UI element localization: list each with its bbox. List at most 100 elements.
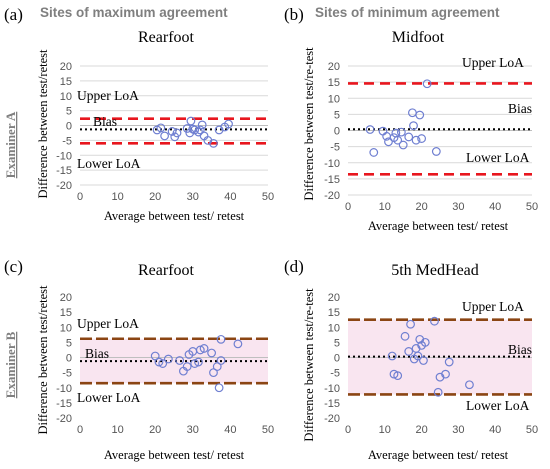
x-tick-label: 30 (452, 201, 464, 213)
plot-area: -20 -15 -10 -5 0 5 10 15 20 0 10 20 30 40 50 (56, 292, 274, 436)
y-tick-label: 20 (60, 61, 72, 73)
data-point (431, 147, 441, 156)
y-tick-label: 20 (328, 61, 340, 73)
x-tick-label: 30 (187, 424, 199, 436)
y-tick-label: 5 (66, 337, 72, 349)
lower-loa-label: Lower LoA (77, 390, 141, 405)
data-point (224, 119, 233, 129)
y-tick-label: 5 (334, 337, 340, 349)
y-tick-label: -10 (56, 383, 72, 395)
data-point (422, 79, 432, 89)
data-point (186, 116, 196, 126)
panel-title: Rearfoot (138, 29, 195, 46)
upper-loa-label: Upper LoA (462, 55, 524, 70)
y-tick-label: -20 (324, 190, 340, 202)
bias-label: Bias (93, 114, 117, 129)
data-point (160, 131, 170, 141)
data-point (209, 138, 218, 148)
panel-a: -20 -15 -10 -5 0 5 10 15 20 0 10 20 30 40 50 (a) Rearf… (4, 5, 274, 223)
data-point (378, 126, 388, 136)
data-point (420, 337, 430, 347)
y-tick-label: -15 (56, 165, 72, 177)
header-min-agreement: Sites of minimum agreement (315, 5, 500, 20)
lower-loa-label: Lower LoA (77, 156, 141, 171)
data-point (216, 334, 226, 344)
y-tick-label: 15 (328, 77, 340, 89)
x-tick-label: 30 (452, 424, 464, 436)
data-point (408, 108, 417, 118)
data-point (419, 356, 428, 365)
x-tick-label: 10 (379, 201, 391, 213)
bias-label: Bias (508, 342, 532, 357)
examiner-a-label: Examiner A (3, 111, 18, 178)
y-tick-label: 15 (60, 76, 72, 88)
x-tick-label: 40 (224, 191, 236, 203)
plot-area: -20 -15 -10 -5 0 5 10 15 20 0 10 20 30 40 50 (56, 61, 274, 203)
y-axis-label: Difference between test/re-test (302, 47, 316, 201)
y-axis-label: Difference between test/retest (36, 49, 50, 199)
x-tick-label: 20 (149, 424, 161, 436)
y-tick-label: -10 (324, 158, 340, 170)
y-tick-label: -5 (62, 135, 72, 147)
data-point (199, 344, 209, 353)
y-tick-label: -5 (330, 368, 340, 380)
data-point (409, 121, 418, 131)
data-point (158, 359, 168, 368)
panel-title: 5th MedHead (391, 262, 479, 279)
x-tick-label: 40 (489, 201, 501, 213)
upper-loa-label: Upper LoA (77, 88, 139, 103)
y-axis-label: Difference between test/retest (36, 285, 50, 435)
bias-label: Bias (85, 346, 109, 361)
bias-label: Bias (508, 101, 532, 116)
x-tick-label: 50 (526, 424, 538, 436)
y-tick-label: 15 (328, 307, 340, 319)
panel-label: (b) (284, 5, 304, 24)
data-point (387, 351, 397, 361)
y-tick-label: -15 (324, 174, 340, 186)
examiner-b-label: Examiner B (3, 331, 18, 398)
data-point (465, 380, 474, 390)
x-axis-label: Average between test/ retest (104, 448, 245, 462)
data-point (233, 339, 243, 349)
data-point (175, 356, 185, 365)
data-point (415, 110, 425, 120)
data-point (207, 348, 217, 358)
y-tick-label: 0 (66, 353, 72, 365)
x-tick-label: 50 (262, 424, 274, 436)
panel-c: -20 -15 -10 -5 0 5 10 15 20 0 10 20 30 40 50 (c) Rearf… (4, 257, 274, 462)
y-tick-label: -15 (56, 398, 72, 410)
data-point (393, 135, 403, 145)
panel-title: Rearfoot (138, 262, 195, 279)
panel-b: -20 -15 -10 -5 0 5 10 15 20 0 10 20 30 40 50 (b) Midfo… (284, 5, 538, 233)
y-tick-label: 15 (60, 307, 72, 319)
y-tick-label: 0 (66, 121, 72, 133)
y-tick-label: -10 (56, 150, 72, 162)
y-tick-label: 10 (60, 91, 72, 103)
data-point (216, 356, 226, 365)
y-tick-label: 20 (328, 292, 340, 304)
y-tick-label: 5 (334, 109, 340, 121)
data-point (156, 123, 166, 133)
y-tick-label: -20 (56, 413, 72, 425)
y-tick-label: -10 (324, 383, 340, 395)
x-tick-label: 10 (111, 424, 123, 436)
panel-d: -20 -15 -10 -5 0 5 10 15 20 0 10 20 30 40 50 (d) 5th M… (284, 257, 538, 462)
data-point (441, 369, 450, 379)
data-point (404, 347, 414, 356)
data-point (195, 345, 205, 355)
x-tick-label: 10 (111, 191, 123, 203)
y-tick-label: 20 (60, 292, 72, 304)
x-tick-label: 50 (262, 191, 274, 203)
panel-label: (d) (284, 257, 304, 276)
upper-loa-label: Upper LoA (77, 316, 139, 331)
data-point (393, 371, 403, 381)
data-point (413, 351, 423, 361)
data-point (214, 383, 224, 393)
data-point (167, 127, 177, 136)
data-point (197, 120, 207, 130)
data-point (369, 148, 379, 157)
plot-area: -20 -15 -10 -5 0 5 10 15 20 0 10 20 30 40 50 (324, 292, 538, 436)
panel-label: (c) (4, 257, 23, 276)
y-tick-label: -20 (56, 180, 72, 192)
